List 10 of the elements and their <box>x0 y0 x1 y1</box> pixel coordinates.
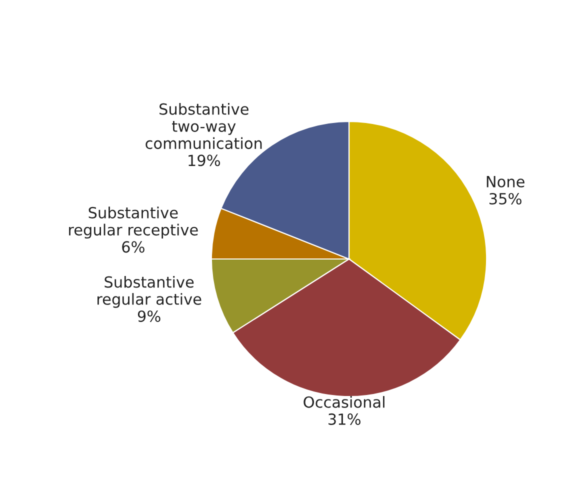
slice-label: Substantive regular receptive <box>69 206 198 239</box>
slice-label: None <box>486 176 524 188</box>
slice-label: Occasional <box>304 396 384 408</box>
data-label: 6% <box>122 241 144 253</box>
data-label: 35% <box>490 192 522 205</box>
data-label: 19% <box>188 154 220 166</box>
data-label: 9% <box>138 310 160 322</box>
slice-label: Substantive regular active <box>97 276 202 308</box>
slice-label: Substantive two-way communication <box>146 103 262 150</box>
data-label: 31% <box>328 413 360 425</box>
